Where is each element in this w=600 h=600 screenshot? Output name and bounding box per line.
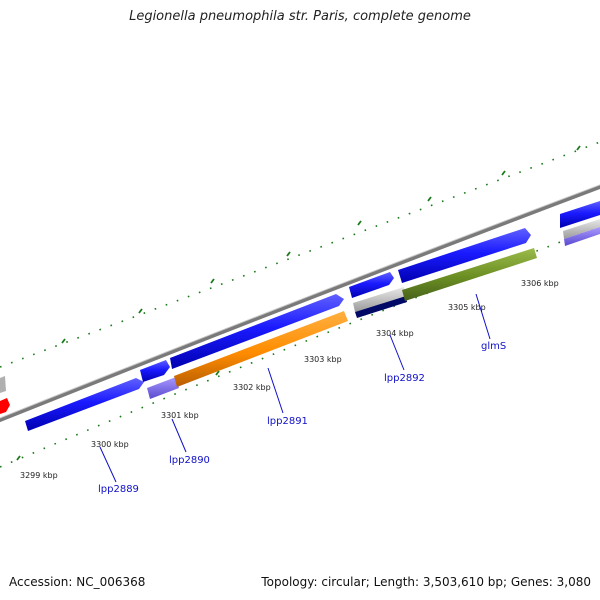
- cds-feature-lpp2892[interactable]: [355, 296, 407, 318]
- genome-backbone: [0, 184, 600, 423]
- gene-label-lpp2890[interactable]: lpp2890: [169, 455, 210, 466]
- gene-label-lpp2891[interactable]: lpp2891: [267, 416, 308, 427]
- cds-feature-lpp2892-grey[interactable]: [353, 287, 406, 312]
- gene-label-leaders: [99, 293, 491, 483]
- cds-feature[interactable]: [140, 360, 170, 382]
- cds-feature-lpp2891[interactable]: [174, 311, 348, 387]
- cds-feature[interactable]: [560, 201, 600, 228]
- cds-feature[interactable]: [25, 378, 144, 431]
- tick-label: 3301 kbp: [161, 411, 199, 420]
- cds-feature[interactable]: [398, 228, 531, 283]
- tick-label: 3304 kbp: [376, 329, 414, 338]
- tick-label: 3303 kbp: [304, 355, 342, 364]
- cds-feature[interactable]: [170, 294, 344, 369]
- gene-label-lpp2892[interactable]: lpp2892: [384, 373, 425, 384]
- cds-feature[interactable]: [0, 376, 6, 393]
- tick-label: 3306 kbp: [521, 279, 559, 288]
- gene-label-glmS[interactable]: glmS: [481, 341, 506, 352]
- scale-ticks: 3299 kbp 3300 kbp 3301 kbp 3302 kbp 3303…: [20, 279, 559, 480]
- gene-labels: lpp2889 lpp2890 lpp2891 lpp2892 glmS: [98, 341, 506, 495]
- tick-label: 3305 kbp: [448, 303, 486, 312]
- forward-strand-features: [0, 201, 600, 431]
- tick-label: 3302 kbp: [233, 383, 271, 392]
- cds-feature[interactable]: [563, 219, 600, 239]
- cds-feature-lpp2890[interactable]: [147, 377, 179, 399]
- accession-text: Accession: NC_006368: [9, 575, 146, 589]
- tick-label: 3300 kbp: [91, 440, 129, 449]
- cds-feature[interactable]: [349, 272, 394, 298]
- cds-feature[interactable]: [564, 227, 600, 246]
- reverse-strand-features: [147, 219, 600, 399]
- gene-label-lpp2889[interactable]: lpp2889: [98, 484, 139, 495]
- map-title: Legionella pneumophila str. Paris, compl…: [129, 9, 471, 24]
- genome-stats-text: Topology: circular; Length: 3,503,610 bp…: [261, 575, 591, 589]
- cds-feature[interactable]: [0, 398, 10, 414]
- cds-feature-glmS[interactable]: [402, 248, 537, 301]
- tick-label: 3299 kbp: [20, 471, 58, 480]
